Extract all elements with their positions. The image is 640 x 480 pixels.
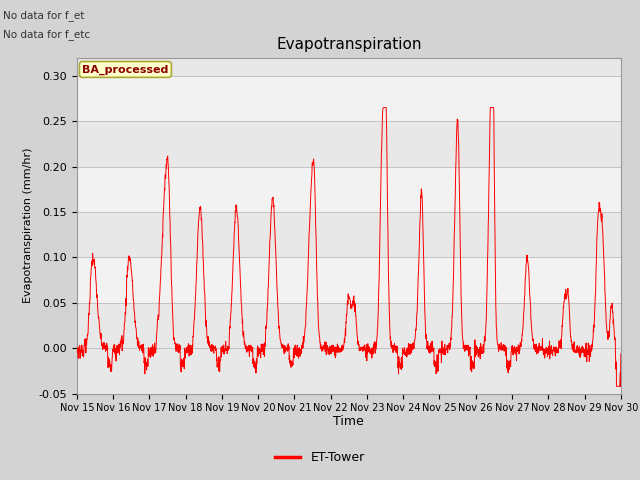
Title: Evapotranspiration: Evapotranspiration (276, 37, 422, 52)
Text: No data for f_et: No data for f_et (3, 10, 84, 21)
Legend: ET-Tower: ET-Tower (270, 446, 370, 469)
Y-axis label: Evapotranspiration (mm/hr): Evapotranspiration (mm/hr) (23, 148, 33, 303)
Bar (77, 167, 621, 212)
Text: No data for f_etc: No data for f_etc (3, 29, 90, 40)
X-axis label: Time: Time (333, 415, 364, 428)
Bar (77, 257, 621, 303)
Bar (77, 76, 621, 121)
Text: BA_processed: BA_processed (82, 64, 168, 74)
